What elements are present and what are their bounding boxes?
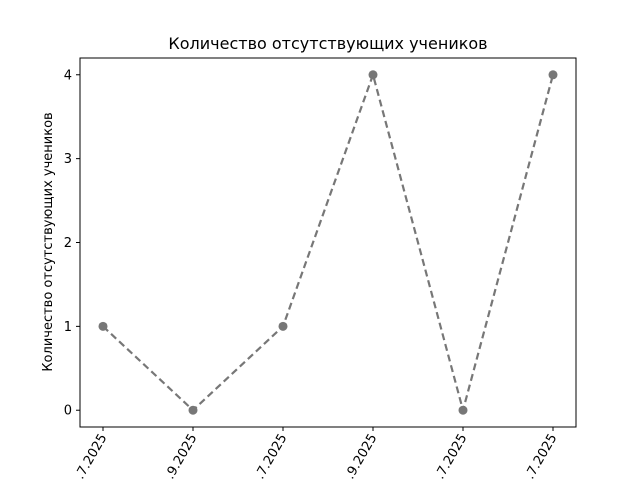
y-tick-label: 0 bbox=[64, 404, 72, 419]
data-point bbox=[548, 70, 558, 80]
data-point bbox=[458, 405, 468, 415]
y-tick-label: 1 bbox=[64, 320, 72, 335]
x-tick-label: .9.2025 bbox=[343, 432, 381, 480]
data-point bbox=[188, 405, 198, 415]
y-tick-label: 3 bbox=[64, 152, 72, 167]
y-axis-label: Количество отсутствующих учеников bbox=[41, 112, 56, 371]
x-tick-label: .7.2025 bbox=[433, 432, 471, 480]
x-tick-label: .7.2025 bbox=[523, 432, 561, 480]
x-axis: .7.2025 .9.2025 .7.2025 .9.2025 .7.2025 .7.20… bbox=[73, 427, 561, 480]
series-layer bbox=[98, 70, 558, 415]
chart-title: Количество отсутствующих учеников bbox=[168, 34, 487, 53]
y-tick-label: 2 bbox=[64, 236, 72, 251]
x-tick-label: .7.2025 bbox=[73, 432, 111, 480]
y-axis: 0 1 2 3 4 bbox=[64, 68, 80, 419]
x-tick-label: .7.2025 bbox=[253, 432, 291, 480]
x-tick-label: .9.2025 bbox=[163, 432, 201, 480]
plot-area bbox=[79, 57, 577, 428]
data-point bbox=[98, 321, 108, 331]
data-point bbox=[368, 70, 378, 80]
y-tick-label: 4 bbox=[64, 68, 72, 83]
data-point bbox=[278, 321, 288, 331]
series-line bbox=[102, 71, 555, 415]
